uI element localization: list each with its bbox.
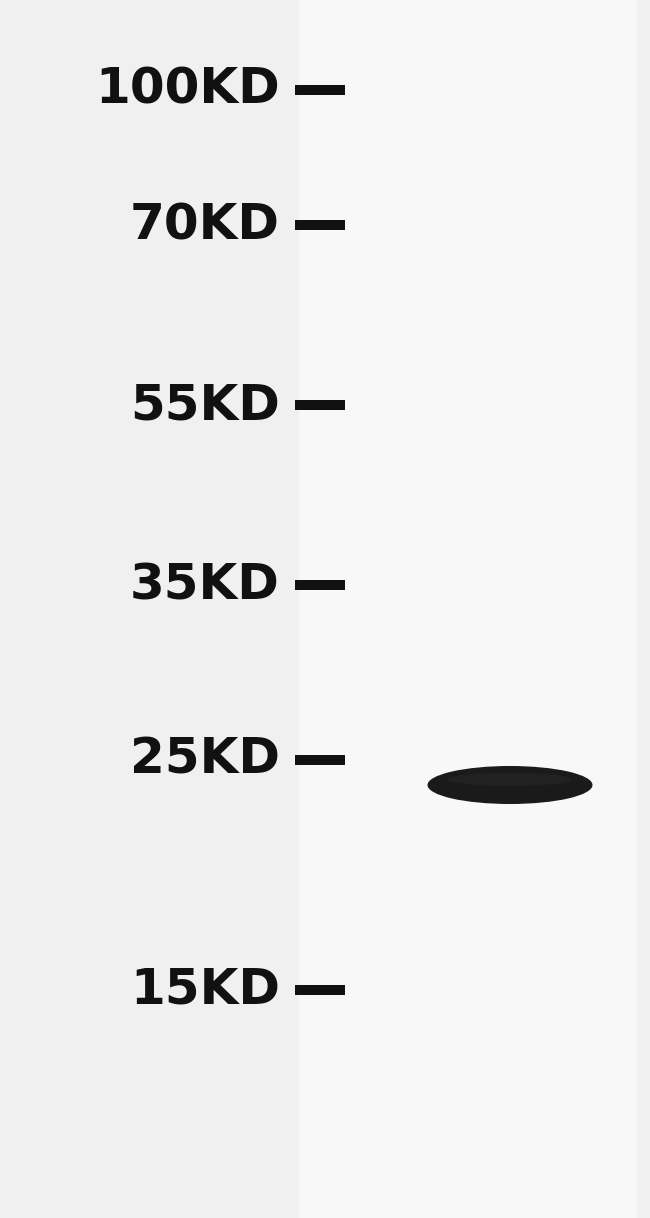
Text: 55KD: 55KD	[130, 381, 280, 429]
Text: 15KD: 15KD	[130, 966, 280, 1015]
Bar	[295, 755, 345, 765]
Bar	[299, 0, 637, 1218]
Bar	[295, 85, 345, 95]
Bar	[295, 985, 345, 995]
Text: 70KD: 70KD	[130, 201, 280, 248]
Text: 35KD: 35KD	[130, 561, 280, 609]
Ellipse shape	[448, 772, 572, 786]
Text: 100KD: 100KD	[96, 66, 280, 114]
Text: 25KD: 25KD	[130, 736, 280, 784]
Bar	[295, 400, 345, 410]
Bar	[295, 220, 345, 230]
Bar	[295, 580, 345, 590]
Ellipse shape	[428, 766, 593, 804]
